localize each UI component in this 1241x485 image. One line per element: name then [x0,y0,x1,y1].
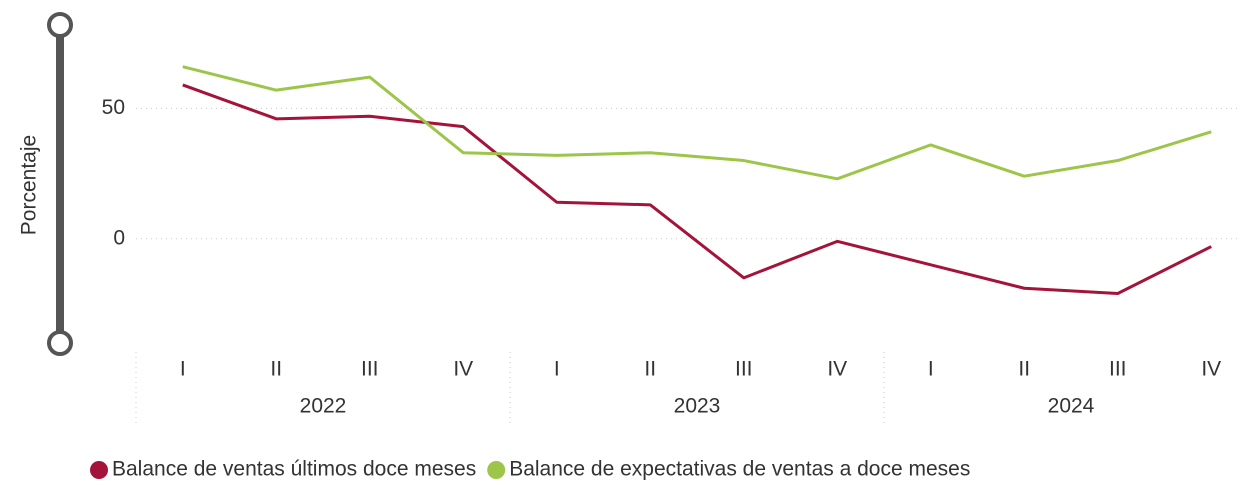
y-tick-label: 50 [102,96,125,119]
x-tick-label: III [361,358,379,381]
series-line [182,65,1212,181]
series-line [182,83,1212,295]
x-tick-label: I [554,358,560,381]
y-tick-label: 0 [113,226,125,249]
x-tick-label: III [1109,358,1127,381]
x-group-label: 2023 [674,395,721,418]
legend-label: Balance de ventas últimos doce meses [112,458,476,481]
x-tick-label: I [928,358,934,381]
x-tick-label: III [735,358,753,381]
slider-handle [47,12,73,38]
legend-label: Balance de expectativas de ventas a doce… [509,458,970,481]
legend-marker [487,461,506,479]
slider-handle [47,330,73,356]
x-tick-label: IV [453,358,473,381]
x-tick-label: II [270,358,282,381]
x-tick-label: I [180,358,186,381]
x-tick-label: IV [827,358,847,381]
x-tick-label: II [1018,358,1030,381]
x-tick-label: IV [1201,358,1221,381]
y-axis-label: Porcentaje [18,135,41,235]
x-group-label: 2022 [300,395,347,418]
x-tick-label: II [644,358,656,381]
legend-marker [90,461,108,479]
x-group-label: 2024 [1048,395,1095,418]
